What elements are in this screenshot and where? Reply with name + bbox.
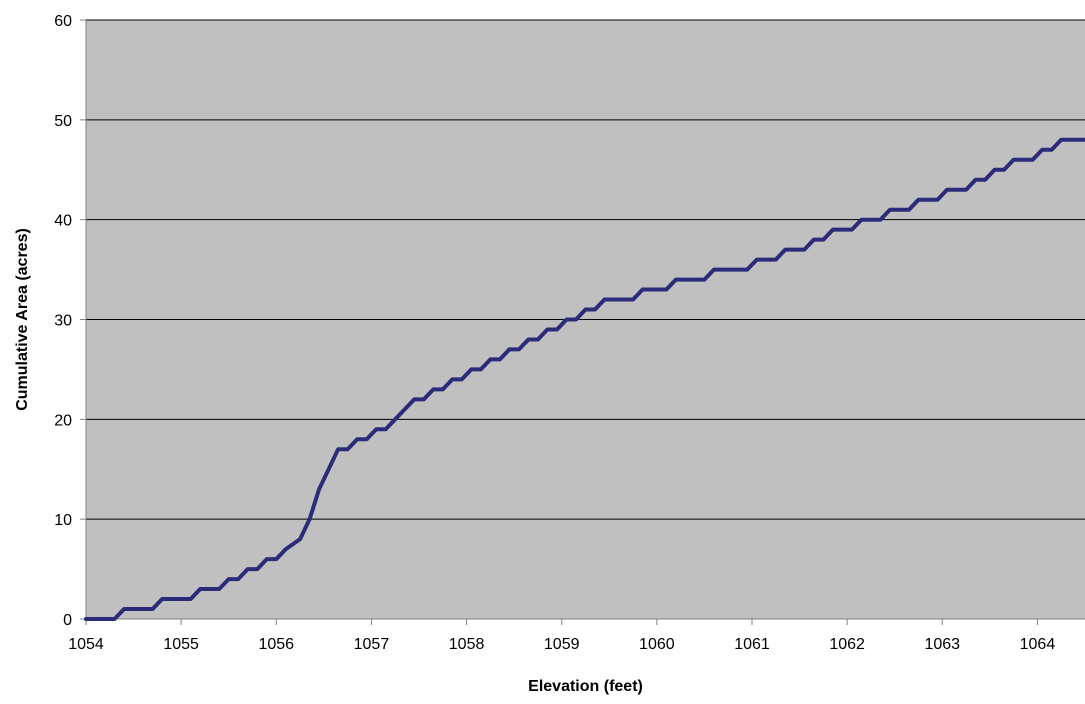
y-axis-ticks: 0 10 20 30 40 50 60 [54,13,86,629]
y-tick-label: 50 [54,113,72,130]
y-tick-label: 0 [63,612,72,629]
x-tick-label: 1064 [1020,636,1056,653]
gridlines [86,19,1085,520]
x-axis-title: Elevation (feet) [528,678,643,695]
x-tick-label: 1054 [68,636,104,653]
x-tick-label: 1060 [639,636,675,653]
y-tick-label: 20 [54,412,72,429]
series-group [84,137,1085,621]
x-tick-label: 1063 [924,636,960,653]
x-tick-label: 1061 [734,636,770,653]
y-axis-title: Cumulative Area (acres) [14,228,31,411]
x-tick-label: 1059 [544,636,580,653]
series-line [84,137,1085,621]
y-tick-label: 60 [54,13,72,30]
y-tick-label: 30 [54,313,72,330]
x-tick-label: 1056 [258,636,294,653]
x-tick-label: 1062 [829,636,865,653]
x-tick-label: 1057 [354,636,390,653]
x-tick-label: 1058 [449,636,485,653]
y-tick-label: 40 [54,213,72,230]
x-tick-label: 1055 [163,636,199,653]
x-axis-ticks: 1054 1055 1056 1057 1058 1059 1060 1061 1062 1063… [68,619,1055,653]
y-tick-label: 10 [54,512,72,529]
